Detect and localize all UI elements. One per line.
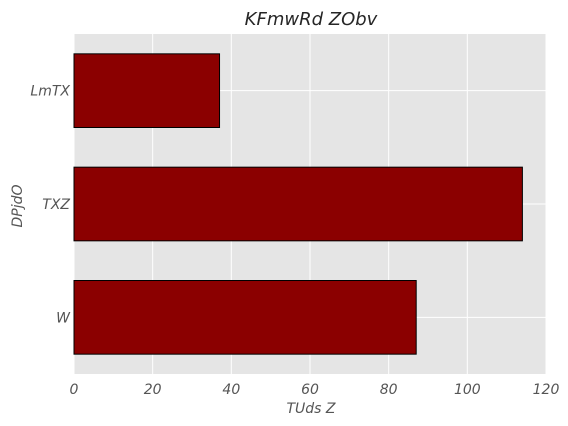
x-tick-label: 100 [454,382,481,398]
bar-lmtx [73,53,221,128]
bar-txz [73,166,523,242]
bar-w [73,280,417,355]
x-tick-label: 0 [70,382,79,398]
bars [73,53,523,355]
y-tick-label: LmTX [30,84,70,100]
x-axis-label: TUds Z [286,401,335,417]
y-tick-label: W [56,310,71,326]
y-tick-label: TXZ [42,197,70,213]
x-tick-label: 40 [222,382,240,398]
tick-labels: 0 20 40 60 80 100 120 W TXZ LmTX [30,84,559,398]
x-tick-label: 60 [301,382,319,398]
x-tick-label: 120 [533,382,560,398]
y-axis-label: DPjdO [10,184,26,227]
x-tick-label: 20 [144,382,162,398]
chart-title: KFmwRd ZObv [245,9,378,30]
x-tick-label: 80 [380,382,398,398]
